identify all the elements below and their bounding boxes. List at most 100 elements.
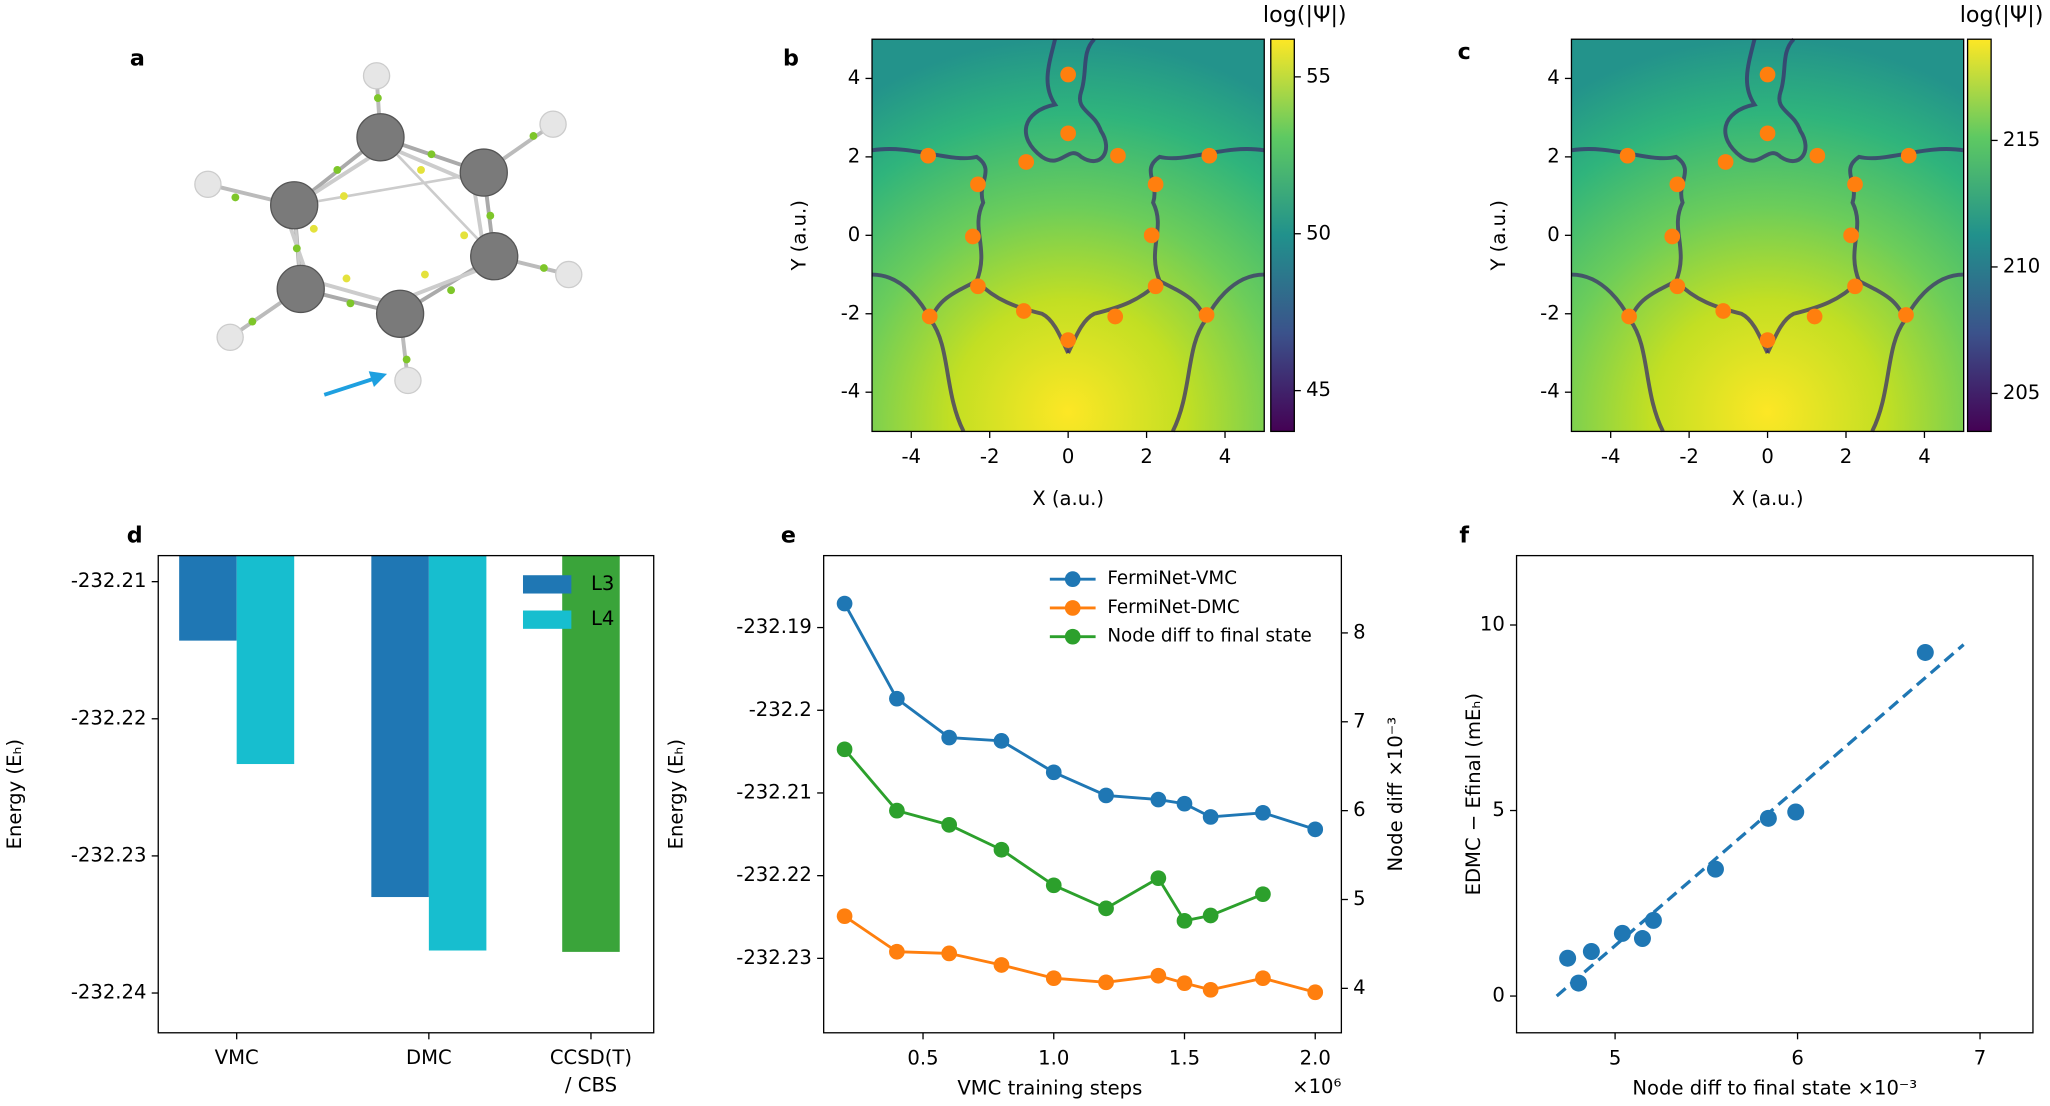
- colorbar-tick-label: 45: [1306, 378, 1331, 401]
- y-axis-label: Node diff ×10⁻³: [1384, 717, 1407, 872]
- y-tick-label: -232.22: [736, 863, 812, 886]
- electron: [1898, 307, 1914, 323]
- point: [889, 690, 905, 707]
- x-tick-label: 2.0: [1300, 1046, 1331, 1069]
- y-tick-label: 4: [848, 66, 860, 89]
- x-axis-label: X (a.u.): [1032, 487, 1104, 510]
- y-tick-label: 0: [848, 223, 860, 246]
- electron: [1621, 308, 1637, 325]
- x-tick-label: 0: [1062, 445, 1074, 468]
- x-tick-label: 1.0: [1038, 1046, 1069, 1069]
- colorbar-title: log(|Ψ|): [1960, 2, 2044, 28]
- y-tick-label: 8: [1353, 620, 1365, 643]
- x-tick-label: 5: [1609, 1046, 1621, 1069]
- colorbar-tick-label: 210: [2003, 254, 2040, 277]
- point: [1176, 975, 1193, 992]
- x-axis-label: X (a.u.): [1732, 487, 1804, 510]
- heatmap: [1571, 39, 1964, 432]
- electron: [1759, 66, 1776, 83]
- x-tick-label: 2: [1140, 445, 1152, 468]
- point: [1202, 809, 1219, 825]
- panel-label: e: [781, 523, 796, 549]
- x-offset-label: ×10⁶: [1292, 1075, 1341, 1098]
- point: [1255, 804, 1271, 821]
- x-axis-label: Node diff to final state ×10⁻³: [1632, 1077, 1917, 1100]
- electron: [1759, 125, 1776, 142]
- point: [836, 595, 853, 612]
- panel-label: f: [1459, 523, 1469, 549]
- x-tick-label: -4: [901, 445, 921, 468]
- colorbar-tick-label: 55: [1306, 64, 1331, 87]
- y-tick-label: -232.19: [736, 615, 812, 638]
- point: [836, 908, 853, 925]
- line: [843, 914, 1316, 994]
- axes-frame: [1515, 554, 2034, 1034]
- electron: [1060, 332, 1076, 348]
- legend-swatch: [522, 575, 572, 594]
- electron: [1900, 147, 1917, 164]
- y-axis-label: Energy (Eₕ): [3, 739, 26, 849]
- x-tick-label: 0: [1761, 445, 1773, 468]
- x-tick-label: -2: [980, 445, 1000, 468]
- bar: [236, 555, 295, 765]
- point: [993, 841, 1010, 858]
- electron: [1060, 125, 1076, 142]
- y-tick-label: -4: [1540, 380, 1560, 403]
- point: [1255, 886, 1271, 903]
- electron: [1060, 66, 1076, 83]
- y-tick-label: 7: [1353, 709, 1365, 732]
- legend-swatch: [522, 610, 572, 629]
- y-axis-label: Y (a.u.): [788, 200, 811, 271]
- colorbar-tick-label: 215: [2003, 128, 2040, 151]
- electron: [1847, 176, 1863, 193]
- heatmap: [872, 39, 1265, 432]
- panel-label: a: [130, 45, 145, 71]
- y-tick-label: 0: [1492, 984, 1504, 1007]
- electron: [970, 176, 986, 193]
- electron: [1110, 147, 1126, 164]
- point: [1045, 970, 1062, 987]
- y-tick-label: -232.23: [71, 843, 147, 866]
- electron: [1759, 332, 1776, 348]
- electron: [1847, 278, 1863, 295]
- y-tick-label: -232.21: [71, 569, 147, 592]
- electron: [1664, 228, 1681, 245]
- y-tick-label: -2: [841, 301, 861, 324]
- point: [941, 945, 958, 962]
- y-tick-label: 4: [1547, 66, 1559, 89]
- point: [1176, 912, 1193, 929]
- legend-marker: [1064, 600, 1081, 616]
- legend-marker: [1064, 628, 1081, 645]
- point: [1150, 791, 1167, 808]
- electron: [1843, 227, 1859, 244]
- x-tick-label-box: VMC: [215, 1046, 259, 1070]
- y-tick-label: 2: [848, 144, 860, 167]
- y-axis-label: EDMC − Efinal (mEₕ): [1462, 693, 1485, 895]
- legend-label: L3: [591, 572, 614, 595]
- y-tick-label: -232.2: [749, 698, 812, 721]
- y-tick-label: -2: [1540, 301, 1560, 324]
- electron: [1715, 303, 1732, 319]
- electron: [1669, 176, 1686, 193]
- legend-label: Node diff to final state: [1107, 626, 1311, 647]
- y-tick-label: -232.22: [71, 706, 147, 729]
- bar: [428, 555, 487, 951]
- x-tick-label: 1.5: [1169, 1046, 1200, 1069]
- electron: [1107, 308, 1124, 325]
- electron: [1018, 154, 1035, 170]
- point: [993, 733, 1010, 749]
- point: [1202, 907, 1219, 924]
- y-axis-label: Y (a.u.): [1487, 200, 1510, 271]
- x-tick-label: 4: [1918, 445, 1930, 468]
- x-tick-label: 2: [1840, 445, 1852, 468]
- electron: [921, 308, 938, 325]
- colorbar: [1966, 38, 1992, 433]
- electron: [1809, 147, 1826, 164]
- y-tick-label: 5: [1353, 887, 1365, 910]
- electron: [920, 147, 936, 164]
- y-axis-label: Energy (Eₕ): [665, 739, 688, 849]
- point: [1633, 930, 1651, 948]
- point: [1706, 860, 1724, 878]
- point: [941, 729, 958, 746]
